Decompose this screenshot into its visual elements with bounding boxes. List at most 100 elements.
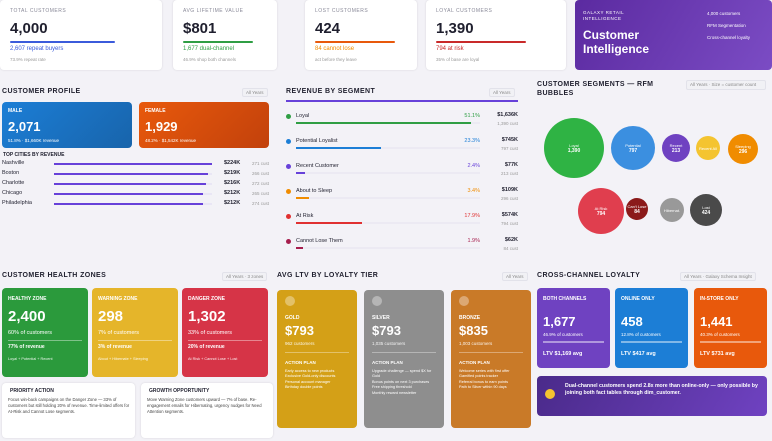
segment-name: About to Sleep (296, 188, 333, 194)
rfm-bubble[interactable]: At Risk 794 (578, 188, 624, 234)
rfm-bubble[interactable]: Potential 797 (611, 126, 655, 170)
channel-card[interactable]: ONLINE ONLY 458 12.8% of customers LTV $417… (615, 288, 688, 368)
segment-revenue: $109K (501, 187, 518, 193)
segment-row[interactable]: At Risk 17.9% $574K 794 cust (286, 212, 518, 234)
kpi-bar (10, 41, 115, 43)
action-item: Free shipping threshold (372, 385, 412, 390)
segment-row[interactable]: Cannot Lose Them 1.9% $62K 84 cust (286, 237, 518, 259)
segment-row[interactable]: Potential Loyalist 23.3% $745K 797 cust (286, 137, 518, 159)
bubble-label: Potential (625, 142, 641, 148)
zone-revenue: 20% of revenue (188, 344, 225, 350)
kpi-label: LOST CUSTOMERS (315, 8, 369, 14)
segment-customers: 84 cust (503, 246, 518, 251)
hero-banner: GALAXY RETAIL INTELLIGENCE Customer Inte… (575, 0, 772, 70)
segment-bar-track (296, 222, 480, 224)
segment-pct: 1.9% (467, 238, 480, 244)
city-customers: 272 cust (252, 181, 270, 186)
city-row[interactable]: Charlotte $216K 272 cust (2, 180, 270, 189)
filter-chip[interactable]: All Years (502, 272, 528, 281)
kpi-avg-ltv[interactable]: AVG LIFETIME VALUE $801 1,677 dual-chann… (173, 0, 277, 70)
kpi-label: AVG LIFETIME VALUE (183, 8, 244, 14)
channel-name: ONLINE ONLY (621, 296, 655, 302)
segment-name: At Risk (296, 213, 314, 219)
city-name: Chicago (2, 190, 23, 196)
rfm-bubble[interactable]: Can't Lose 84 (626, 198, 648, 220)
bubble-value: 794 (596, 210, 606, 217)
channel-card[interactable]: BOTH CHANNELS 1,677 46.9% of customers LTV … (537, 288, 610, 368)
male-card[interactable]: MALE 2,071 51.8% · $1,660K revenue (2, 102, 132, 148)
rfm-bubble[interactable]: Recent All (696, 136, 720, 160)
city-row[interactable]: Philadelphia $212K 274 cust (2, 200, 270, 209)
hero-title-line2: Intelligence (583, 42, 650, 56)
kpi-label: TOTAL CUSTOMERS (10, 8, 67, 14)
zone-revenue: 77% of revenue (8, 344, 45, 350)
priority-text: Focus win-back campaigns on the Danger Z… (8, 397, 130, 414)
city-bar (54, 163, 212, 165)
rfm-title-line1: CUSTOMER SEGMENTS — RFM (537, 81, 654, 88)
city-row[interactable]: Nashville $224K 271 cust (2, 160, 270, 169)
kpi-loyal-customers[interactable]: LOYAL CUSTOMERS 1,390 794 at risk 35% of… (426, 0, 566, 70)
loyalty-tier-card[interactable]: BRONZE $835 1,003 customers ACTION PLAN Welc… (451, 290, 531, 428)
segment-revenue: $745K (501, 137, 518, 143)
filter-chip[interactable]: All Years · Galaxy Schema Insight (680, 272, 756, 281)
zone-footer: About + Hibernate + Sleeping (98, 357, 148, 361)
city-revenue: $219K (224, 170, 241, 176)
kpi-total-customers[interactable]: TOTAL CUSTOMERS 4,000 2,607 repeat buyer… (0, 0, 162, 70)
zone-pct: 60% of customers (8, 330, 53, 336)
segment-name: Cannot Lose Them (296, 238, 343, 244)
action-plan-label: ACTION PLAN (459, 360, 490, 365)
section-title-rfm: CUSTOMER SEGMENTS — RFM BUBBLES (537, 80, 653, 98)
segment-revenue: $77K (504, 162, 518, 168)
growth-text: Move Warning Zone customers upward — 7% … (147, 397, 262, 414)
rfm-bubble[interactable]: Loyal 1,390 (544, 118, 604, 178)
action-item: Gamified points tracker (459, 374, 499, 379)
priority-title: PRIORITY ACTION (10, 388, 54, 394)
city-name: Charlotte (2, 180, 25, 186)
zone-value: 298 (98, 308, 124, 325)
growth-opportunity-card: GROWTH OPPORTUNITY Move Warning Zone cus… (141, 383, 273, 438)
channel-card[interactable]: IN-STORE ONLY 1,441 40.3% of customers LTV … (694, 288, 767, 368)
health-zone-card[interactable]: WARNING ZONE 298 7% of customers 3% of reve… (92, 288, 178, 377)
filter-chip[interactable]: All Years (242, 88, 268, 97)
section-title-cross: CROSS-CHANNEL LOYALTY (537, 272, 641, 279)
segment-pct: 3.4% (467, 188, 480, 194)
rfm-bubble[interactable]: Hibernat. (660, 198, 684, 222)
kpi-lost-customers[interactable]: LOST CUSTOMERS 424 84 cannot lose act be… (305, 0, 417, 70)
segment-row[interactable]: Recent Customer 2.4% $77K 213 cust (286, 162, 518, 184)
action-list: Welcome series with first offer Gamified … (459, 369, 527, 391)
rfm-title-line2: BUBBLES (537, 90, 574, 97)
male-label: MALE (8, 108, 23, 114)
segment-revenue: $1,636K (497, 112, 518, 118)
divider (621, 341, 682, 343)
segment-dot (286, 139, 291, 144)
loyalty-tier-card[interactable]: GOLD $793 962 customers ACTION PLAN Early ac… (277, 290, 357, 428)
female-card[interactable]: FEMALE 1,929 48.2% · $1,542K revenue (139, 102, 269, 148)
rfm-bubble[interactable]: Recent 213 (662, 134, 690, 162)
filter-chip[interactable]: All Years · 3 zones (222, 272, 268, 281)
health-zone-card[interactable]: HEALTHY ZONE 2,400 60% of customers 77% of … (2, 288, 88, 377)
loyalty-tier-card[interactable]: SILVER $793 1,035 customers ACTION PLAN Upgr… (364, 290, 444, 428)
filter-chip[interactable]: All Years · Size = customer count (686, 80, 766, 90)
city-customers: 265 cust (252, 191, 270, 196)
filter-chip[interactable]: All Years (489, 88, 515, 97)
segment-row[interactable]: About to Sleep 3.4% $109K 296 cust (286, 187, 518, 209)
rfm-bubble[interactable]: Lost 424 (690, 194, 722, 226)
health-zone-card[interactable]: DANGER ZONE 1,302 33% of customers 20% of r… (182, 288, 268, 377)
segment-name: Potential Loyalist (296, 138, 338, 144)
segment-row[interactable]: Loyal 51.1% $1,636K 1,390 cust (286, 112, 518, 134)
city-row[interactable]: Chicago $212K 265 cust (2, 190, 270, 199)
segment-customers: 797 cust (500, 146, 518, 151)
rfm-bubble[interactable]: Sleeping 296 (728, 134, 758, 164)
female-value: 1,929 (145, 119, 178, 134)
city-revenue: $212K (224, 200, 241, 206)
hero-title-line1: Customer (583, 28, 640, 42)
bubble-value: 1,390 (567, 147, 581, 154)
divider (8, 340, 82, 341)
city-row[interactable]: Boston $219K 266 cust (2, 170, 270, 179)
hero-item: 4,000 customers (707, 11, 741, 16)
action-item: Birthday double points (285, 385, 323, 390)
action-list: Early access to new products Exclusive Go… (285, 369, 353, 391)
zone-name: WARNING ZONE (98, 296, 138, 302)
lightbulb-icon (545, 389, 555, 399)
